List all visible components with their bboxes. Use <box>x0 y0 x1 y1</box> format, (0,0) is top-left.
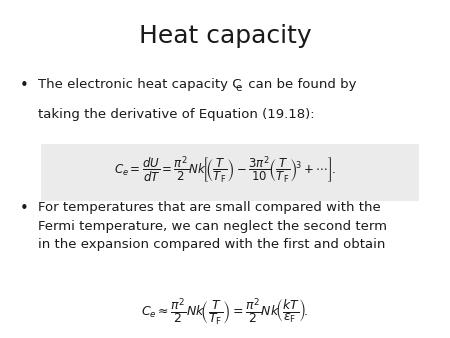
Text: can be found by: can be found by <box>244 78 356 91</box>
Text: For temperatures that are small compared with the
Fermi temperature, we can negl: For temperatures that are small compared… <box>38 201 387 251</box>
Text: taking the derivative of Equation (19.18):: taking the derivative of Equation (19.18… <box>38 108 315 121</box>
Text: $C_e \approx \dfrac{\pi^2}{2}Nk\!\left(\dfrac{T}{T_{\mathrm{F}}}\right) = \dfrac: $C_e \approx \dfrac{\pi^2}{2}Nk\!\left(\… <box>141 297 309 329</box>
Text: •: • <box>20 201 29 216</box>
Text: Heat capacity: Heat capacity <box>139 24 311 48</box>
Text: The electronic heat capacity C: The electronic heat capacity C <box>38 78 242 91</box>
Text: $C_e = \dfrac{dU}{dT} = \dfrac{\pi^2}{2}Nk\!\left[\!\left(\dfrac{T}{T_{\mathrm{F: $C_e = \dfrac{dU}{dT} = \dfrac{\pi^2}{2}… <box>114 155 336 186</box>
FancyBboxPatch shape <box>40 144 419 201</box>
Text: •: • <box>20 78 29 93</box>
Text: e: e <box>235 83 241 93</box>
